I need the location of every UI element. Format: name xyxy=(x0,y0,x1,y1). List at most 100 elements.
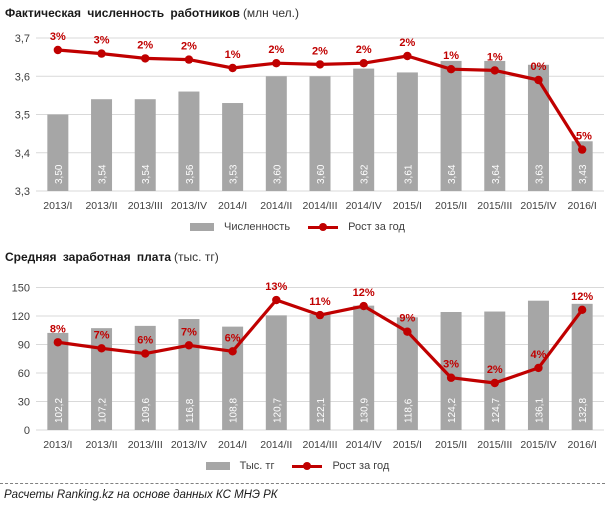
bar-legend-label: Тыс. тг xyxy=(239,460,275,472)
growth-label: 3% xyxy=(50,31,66,43)
bar xyxy=(440,60,462,192)
chart-title-unit: (тыс. тг) xyxy=(174,250,219,264)
bar-value-label: 3,63 xyxy=(534,164,545,184)
bar xyxy=(353,68,375,191)
bars: 102,2 107,2 109,6 116,8 108,8 120,7 122,1 130,9… xyxy=(47,300,593,430)
y-axis-ticks: 3,7 3,6 3,5 3,4 3,3 xyxy=(15,33,30,198)
category-label: 2016/I xyxy=(568,200,597,212)
bar-value-label: 3,56 xyxy=(185,164,196,184)
bar-value-label: 3,60 xyxy=(272,164,283,184)
svg-text:0: 0 xyxy=(24,425,30,437)
bar xyxy=(91,328,113,430)
growth-label: 7% xyxy=(181,326,197,338)
growth-label: 2% xyxy=(356,44,372,56)
line-marker xyxy=(141,54,150,63)
category-label: 2013/IV xyxy=(171,439,207,451)
category-label: 2016/I xyxy=(568,439,597,451)
bar-value-label: 3,61 xyxy=(403,164,414,184)
bar-value-label: 108,8 xyxy=(229,398,240,423)
bar-value-label: 3,50 xyxy=(54,164,65,184)
category-label: 2013/I xyxy=(43,200,72,212)
bar-value-label: 107,2 xyxy=(98,398,109,423)
category-label: 2015/III xyxy=(477,200,512,212)
growth-label: -5% xyxy=(572,131,592,143)
growth-label: 2% xyxy=(487,364,503,376)
bar xyxy=(222,103,244,191)
category-label: 2015/IV xyxy=(520,439,556,451)
bar xyxy=(484,60,506,192)
bar-value-label: 3,60 xyxy=(316,164,327,184)
growth-label: 12% xyxy=(353,287,375,299)
line-marker xyxy=(228,347,237,356)
salary-chart-plot: 150 120 90 60 30 0 102,2 107,2 109,6 116,8 108,8 12… xyxy=(12,281,604,451)
bar-legend-label: Численность xyxy=(224,221,291,233)
svg-text:150: 150 xyxy=(12,283,30,295)
category-label: 2014/IV xyxy=(346,200,382,212)
line-marker xyxy=(53,45,63,55)
bar xyxy=(91,99,113,191)
bar-value-label: 130,9 xyxy=(360,398,371,423)
growth-label: 1% xyxy=(487,51,503,63)
employment-chart-plot: 3,73,63,53,43,33,50 3,54 3,54 3,56 3,53 3,60 3… xyxy=(15,31,604,212)
line-marker xyxy=(446,65,456,74)
growth-label: 1% xyxy=(443,50,459,62)
line-marker xyxy=(577,145,587,154)
category-label: 2015/I xyxy=(393,200,422,212)
salary-chart: Средняя заработная плата (тыс. тг) 150 120… xyxy=(0,236,605,475)
chart-title-text: Фактическая численность работников xyxy=(5,6,240,20)
employment-chart-legend: Численность Рост за год xyxy=(0,218,605,236)
bar xyxy=(309,314,331,430)
bar-value-label: 3,43 xyxy=(578,164,589,184)
category-label: 2014/III xyxy=(302,439,337,451)
category-label: 2014/I xyxy=(218,439,247,451)
bar xyxy=(571,303,593,430)
category-label: 2013/II xyxy=(85,200,117,212)
category-label: 2013/III xyxy=(128,200,163,212)
x-axis-labels: 2013/I 2013/II 2013/III 2013/IV 2014/I 2014/I… xyxy=(43,439,597,451)
bar xyxy=(265,76,287,191)
line-marker xyxy=(534,75,543,85)
growth-label: 2% xyxy=(137,39,153,51)
salary-chart-title: Средняя заработная плата (тыс. тг) xyxy=(0,236,605,268)
category-label: 2015/III xyxy=(477,439,512,451)
svg-text:3,4: 3,4 xyxy=(15,148,30,160)
growth-label: 3% xyxy=(94,35,110,47)
line-marker xyxy=(315,310,325,320)
bar-value-label: 102,2 xyxy=(54,398,65,423)
growth-label: 6% xyxy=(225,332,241,344)
category-label: 2015/II xyxy=(435,439,467,451)
line-marker xyxy=(577,305,587,315)
svg-text:90: 90 xyxy=(18,340,30,352)
bar xyxy=(396,72,418,191)
growth-label: 12% xyxy=(571,291,593,303)
salary-chart-legend: Тыс. тг Рост за год xyxy=(0,457,605,475)
category-label: 2015/II xyxy=(435,200,467,212)
bars: 3,50 3,54 3,54 3,56 3,53 3,60 3,60 3,62 3,61 3,64… xyxy=(47,60,593,192)
bar-value-label: 3,62 xyxy=(360,164,371,184)
svg-text:120: 120 xyxy=(12,311,30,323)
bar xyxy=(265,315,287,430)
growth-label: 2% xyxy=(399,37,415,49)
bar-value-label: 136,1 xyxy=(534,398,545,423)
line-legend-swatch xyxy=(308,223,339,232)
growth-label: 3% xyxy=(443,359,459,371)
category-label: 2013/I xyxy=(43,439,72,451)
employment-chart-title: Фактическая численность работников (млн ч… xyxy=(0,0,605,24)
line-marker xyxy=(490,378,499,388)
category-label: 2013/IV xyxy=(171,200,207,212)
category-label: 2014/I xyxy=(218,200,247,212)
svg-text:3,5: 3,5 xyxy=(15,110,30,122)
bar xyxy=(527,64,549,191)
bar xyxy=(396,317,418,430)
bar xyxy=(47,114,69,191)
bar xyxy=(440,312,462,430)
line-marker xyxy=(184,55,194,64)
line-legend-swatch xyxy=(292,462,323,471)
line-marker xyxy=(315,60,325,69)
bar-legend-swatch xyxy=(205,462,230,470)
bar-value-label: 120,7 xyxy=(272,398,283,423)
bar xyxy=(222,326,244,430)
line-legend-label: Рост за год xyxy=(332,460,390,472)
category-label: 2014/II xyxy=(260,439,292,451)
